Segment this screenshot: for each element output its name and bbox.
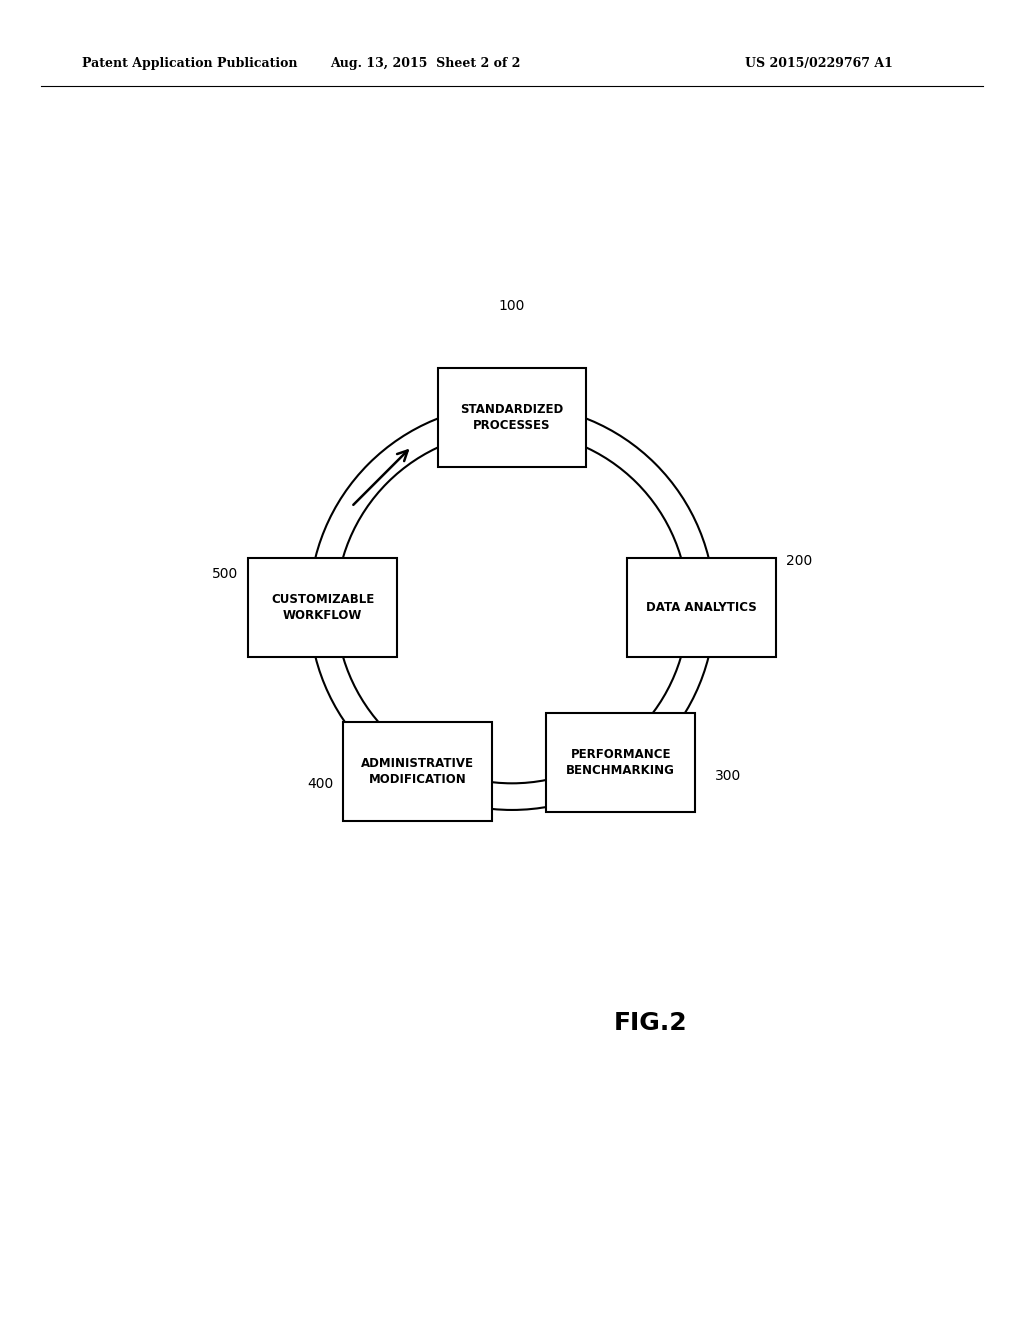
Text: US 2015/0229767 A1: US 2015/0229767 A1 xyxy=(745,57,893,70)
Text: Aug. 13, 2015  Sheet 2 of 2: Aug. 13, 2015 Sheet 2 of 2 xyxy=(330,57,520,70)
FancyBboxPatch shape xyxy=(627,557,776,656)
Text: 500: 500 xyxy=(212,568,239,581)
Text: PERFORMANCE
BENCHMARKING: PERFORMANCE BENCHMARKING xyxy=(566,748,675,777)
Text: DATA ANALYTICS: DATA ANALYTICS xyxy=(646,601,757,614)
Text: 300: 300 xyxy=(715,768,741,783)
Text: STANDARDIZED
PROCESSES: STANDARDIZED PROCESSES xyxy=(461,403,563,432)
Text: CUSTOMIZABLE
WORKFLOW: CUSTOMIZABLE WORKFLOW xyxy=(271,593,374,622)
FancyBboxPatch shape xyxy=(343,722,492,821)
FancyBboxPatch shape xyxy=(438,368,586,467)
Text: 100: 100 xyxy=(499,298,525,313)
Text: 400: 400 xyxy=(307,777,333,792)
Text: FIG.2: FIG.2 xyxy=(613,1011,687,1035)
Text: Patent Application Publication: Patent Application Publication xyxy=(82,57,297,70)
Text: 200: 200 xyxy=(785,554,812,568)
Text: ADMINISTRATIVE
MODIFICATION: ADMINISTRATIVE MODIFICATION xyxy=(360,756,474,785)
FancyBboxPatch shape xyxy=(547,713,695,812)
FancyBboxPatch shape xyxy=(248,557,396,656)
